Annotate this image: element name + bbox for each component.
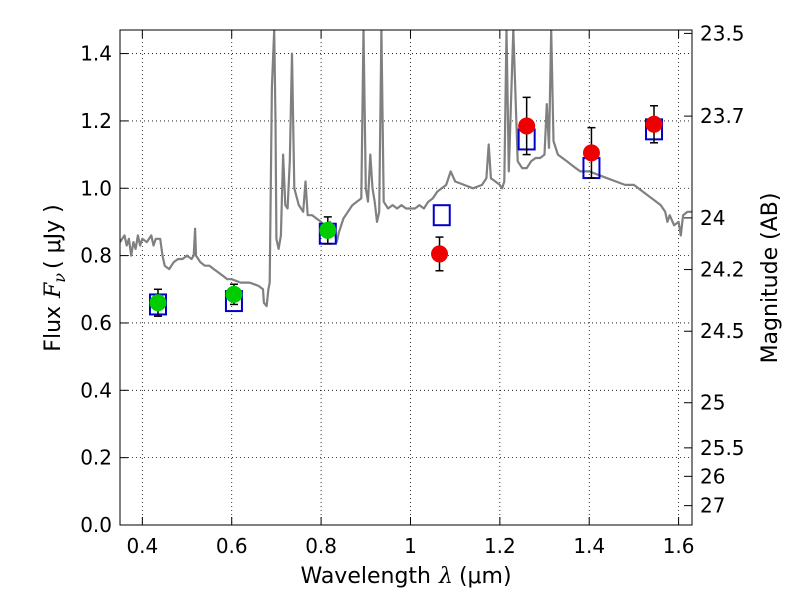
- y2-tick-label: 27: [700, 494, 725, 518]
- x-tick-label: 1: [404, 534, 417, 558]
- plot-frame: [119, 29, 693, 526]
- y2-axis-ticks: 23.5 23.7 24 24.2 24.5 25 25.5 26 27: [684, 21, 745, 518]
- y-tick-label: 0.2: [80, 446, 112, 470]
- y2-tick-label: 25.5: [700, 436, 745, 460]
- x-tick-label: 1.4: [573, 534, 605, 558]
- y2-tick-label: 24.5: [700, 319, 745, 343]
- plot-area: [120, 30, 692, 317]
- y-tick-label: 0.6: [80, 311, 112, 335]
- x-tick-label: 0.4: [126, 534, 158, 558]
- y2-tick-label: 26: [700, 464, 725, 488]
- x-tick-label: 1.6: [663, 534, 695, 558]
- observed-point: [518, 117, 536, 135]
- y2-tick-label: 24.2: [700, 258, 745, 282]
- x-axis-label: Wavelength λ (μm): [300, 564, 511, 589]
- x-tick-label: 0.8: [305, 534, 337, 558]
- y-tick-label: 0.4: [80, 378, 112, 402]
- y-tick-label: 0.8: [80, 244, 112, 268]
- x-tick-label: 1.2: [484, 534, 516, 558]
- observed-point: [149, 294, 167, 312]
- model-square-point: [432, 204, 451, 227]
- y-axis-label: FluxFν( μJy ): [41, 204, 69, 351]
- y2-tick-label: 23.5: [700, 21, 745, 45]
- y-axis-ticks: 0.0 0.2 0.4 0.6 0.8 1.0 1.2 1.4: [80, 42, 128, 537]
- y-tick-label: 1.4: [80, 42, 112, 66]
- observed-point: [645, 115, 663, 133]
- y2-tick-label: 25: [700, 391, 725, 415]
- x-axis-ticks: 0.4 0.6 0.8 1 1.2 1.4 1.6: [126, 30, 695, 558]
- y-tick-label: 1.0: [80, 176, 112, 200]
- y2-axis-label: Magnitude (AB): [758, 193, 783, 364]
- observed-point: [225, 285, 243, 303]
- y-tick-label: 0.0: [80, 513, 112, 537]
- observed-point: [582, 144, 600, 162]
- observed-point: [319, 221, 337, 239]
- x-tick-label: 0.6: [216, 534, 248, 558]
- y2-tick-label: 23.7: [700, 104, 745, 128]
- y2-tick-label: 24: [700, 206, 725, 230]
- y-tick-label: 1.2: [80, 109, 112, 133]
- observed-point: [431, 245, 449, 263]
- spectrum-line: [120, 30, 692, 308]
